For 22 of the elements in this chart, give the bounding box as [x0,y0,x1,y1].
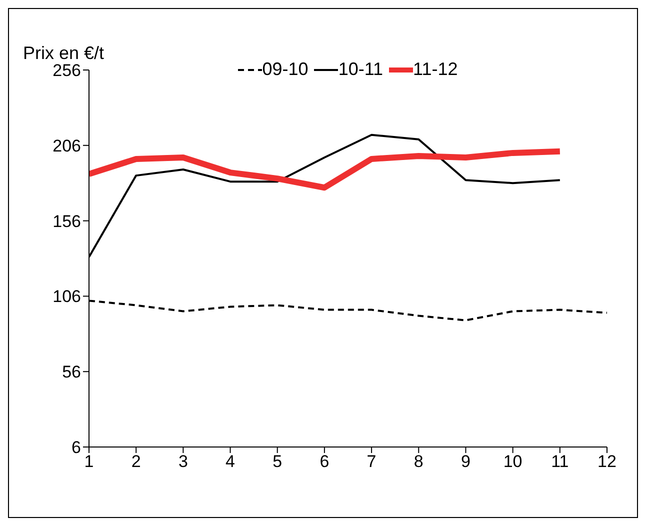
x-tick-label: 7 [366,452,376,472]
x-tick-label: 1 [84,452,94,472]
x-tick-label: 9 [460,452,470,472]
legend-label: 09-10 [262,59,308,80]
y-tick-label: 156 [52,212,81,231]
legend-label: 10-11 [338,59,384,80]
y-tick-label: 6 [72,438,81,458]
y-tick-label: 106 [52,287,81,306]
y-tick-label: 256 [52,61,81,80]
x-tick-label: 2 [131,452,141,472]
x-tick-label: 8 [414,452,424,472]
x-tick-label: 10 [503,452,522,472]
x-tick-label: 3 [178,452,188,472]
x-tick-label: 5 [272,452,282,472]
y-tick-label: 206 [52,136,81,156]
y-axis-title: Prix en €/t [23,43,104,64]
x-tick-label: 4 [226,452,236,472]
x-tick-label: 6 [320,452,330,472]
y-tick-label: 56 [62,362,81,382]
x-tick-label: 11 [551,452,569,472]
legend-label: 11-12 [413,59,458,80]
x-tick-label: 12 [598,452,616,472]
